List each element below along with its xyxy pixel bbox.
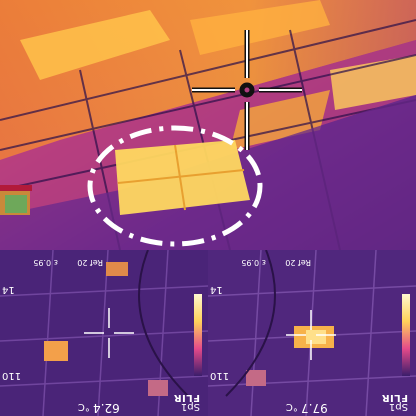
spot-crosshair-icon (286, 310, 336, 360)
emissivity-label: ε 0.95 (241, 258, 266, 267)
scale-max-label: 110 (210, 370, 230, 381)
scale-min-label: 14 (2, 284, 15, 295)
color-scale-bar (194, 294, 202, 376)
reflected-temp-label: Ref 20 (77, 258, 103, 267)
highlight-ellipse (87, 125, 263, 247)
scale-min-label: 14 (210, 284, 223, 295)
color-scale-bar (402, 294, 410, 376)
spot-crosshair-icon (84, 308, 134, 358)
reflected-temp-label: Ref 20 (285, 258, 311, 267)
flir-panel-right: FLIR Sp1 97.7 °C 110 14 ε 0.95 Ref 20 (208, 250, 416, 416)
flir-panel-left: FLIR Sp1 62.4 °C 110 14 ε 0.95 Ref 20 (0, 250, 208, 416)
aerial-thermal-canvas (0, 0, 416, 250)
crosshair-icon (192, 30, 302, 150)
flir-panels: FLIR Sp1 62.4 °C 110 14 ε 0.95 Ref 20 (0, 250, 416, 416)
scale-max-label: 110 (2, 370, 22, 381)
aerial-thermal-view (0, 0, 416, 250)
right-thermal-canvas (208, 250, 416, 416)
emissivity-label: ε 0.95 (33, 258, 58, 267)
spot-readout: Sp1 62.4 °C (77, 401, 200, 415)
spot-readout: Sp1 97.7 °C (285, 401, 408, 415)
